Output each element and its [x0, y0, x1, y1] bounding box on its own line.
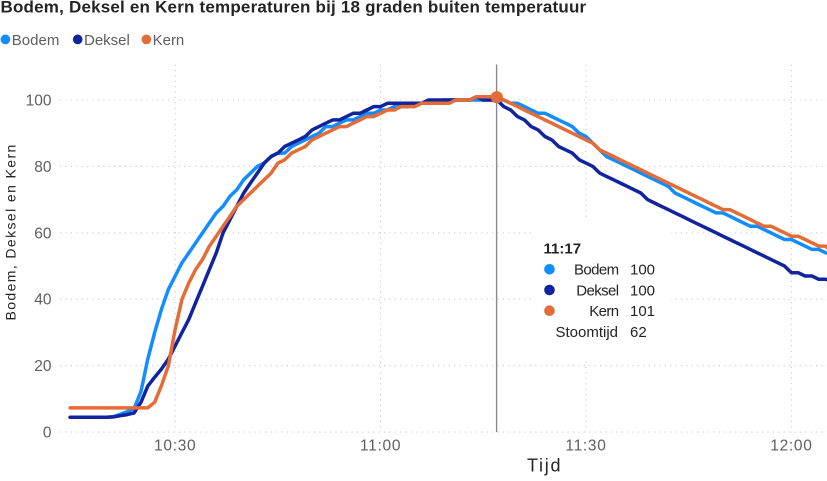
- svg-text:Kern: Kern: [589, 303, 619, 320]
- svg-text:11:00: 11:00: [360, 438, 401, 455]
- svg-text:62: 62: [630, 324, 647, 341]
- svg-text:10:30: 10:30: [154, 438, 196, 455]
- svg-text:Tijd: Tijd: [527, 456, 562, 476]
- svg-text:Deksel: Deksel: [576, 282, 619, 299]
- svg-text:Bodem, Deksel en Kern temperat: Bodem, Deksel en Kern temperaturen bij 1…: [1, 0, 587, 17]
- svg-text:Kern: Kern: [153, 32, 185, 49]
- svg-text:11:17: 11:17: [544, 241, 582, 258]
- svg-text:Deksel: Deksel: [84, 32, 130, 49]
- svg-text:80: 80: [34, 159, 52, 176]
- svg-text:100: 100: [630, 262, 655, 279]
- svg-text:100: 100: [26, 92, 52, 109]
- svg-text:Bodem, Deksel en Kern: Bodem, Deksel en Kern: [2, 143, 18, 320]
- svg-text:0: 0: [43, 425, 52, 442]
- svg-text:Stoomtijd: Stoomtijd: [555, 324, 618, 341]
- svg-text:40: 40: [34, 292, 52, 309]
- svg-text:12:00: 12:00: [770, 438, 812, 455]
- svg-text:20: 20: [34, 358, 52, 375]
- svg-text:101: 101: [630, 303, 655, 320]
- svg-text:Bodem: Bodem: [12, 32, 60, 49]
- svg-text:100: 100: [630, 282, 655, 299]
- svg-text:11:30: 11:30: [565, 438, 606, 455]
- svg-text:60: 60: [34, 225, 52, 242]
- svg-text:Bodem: Bodem: [574, 262, 619, 279]
